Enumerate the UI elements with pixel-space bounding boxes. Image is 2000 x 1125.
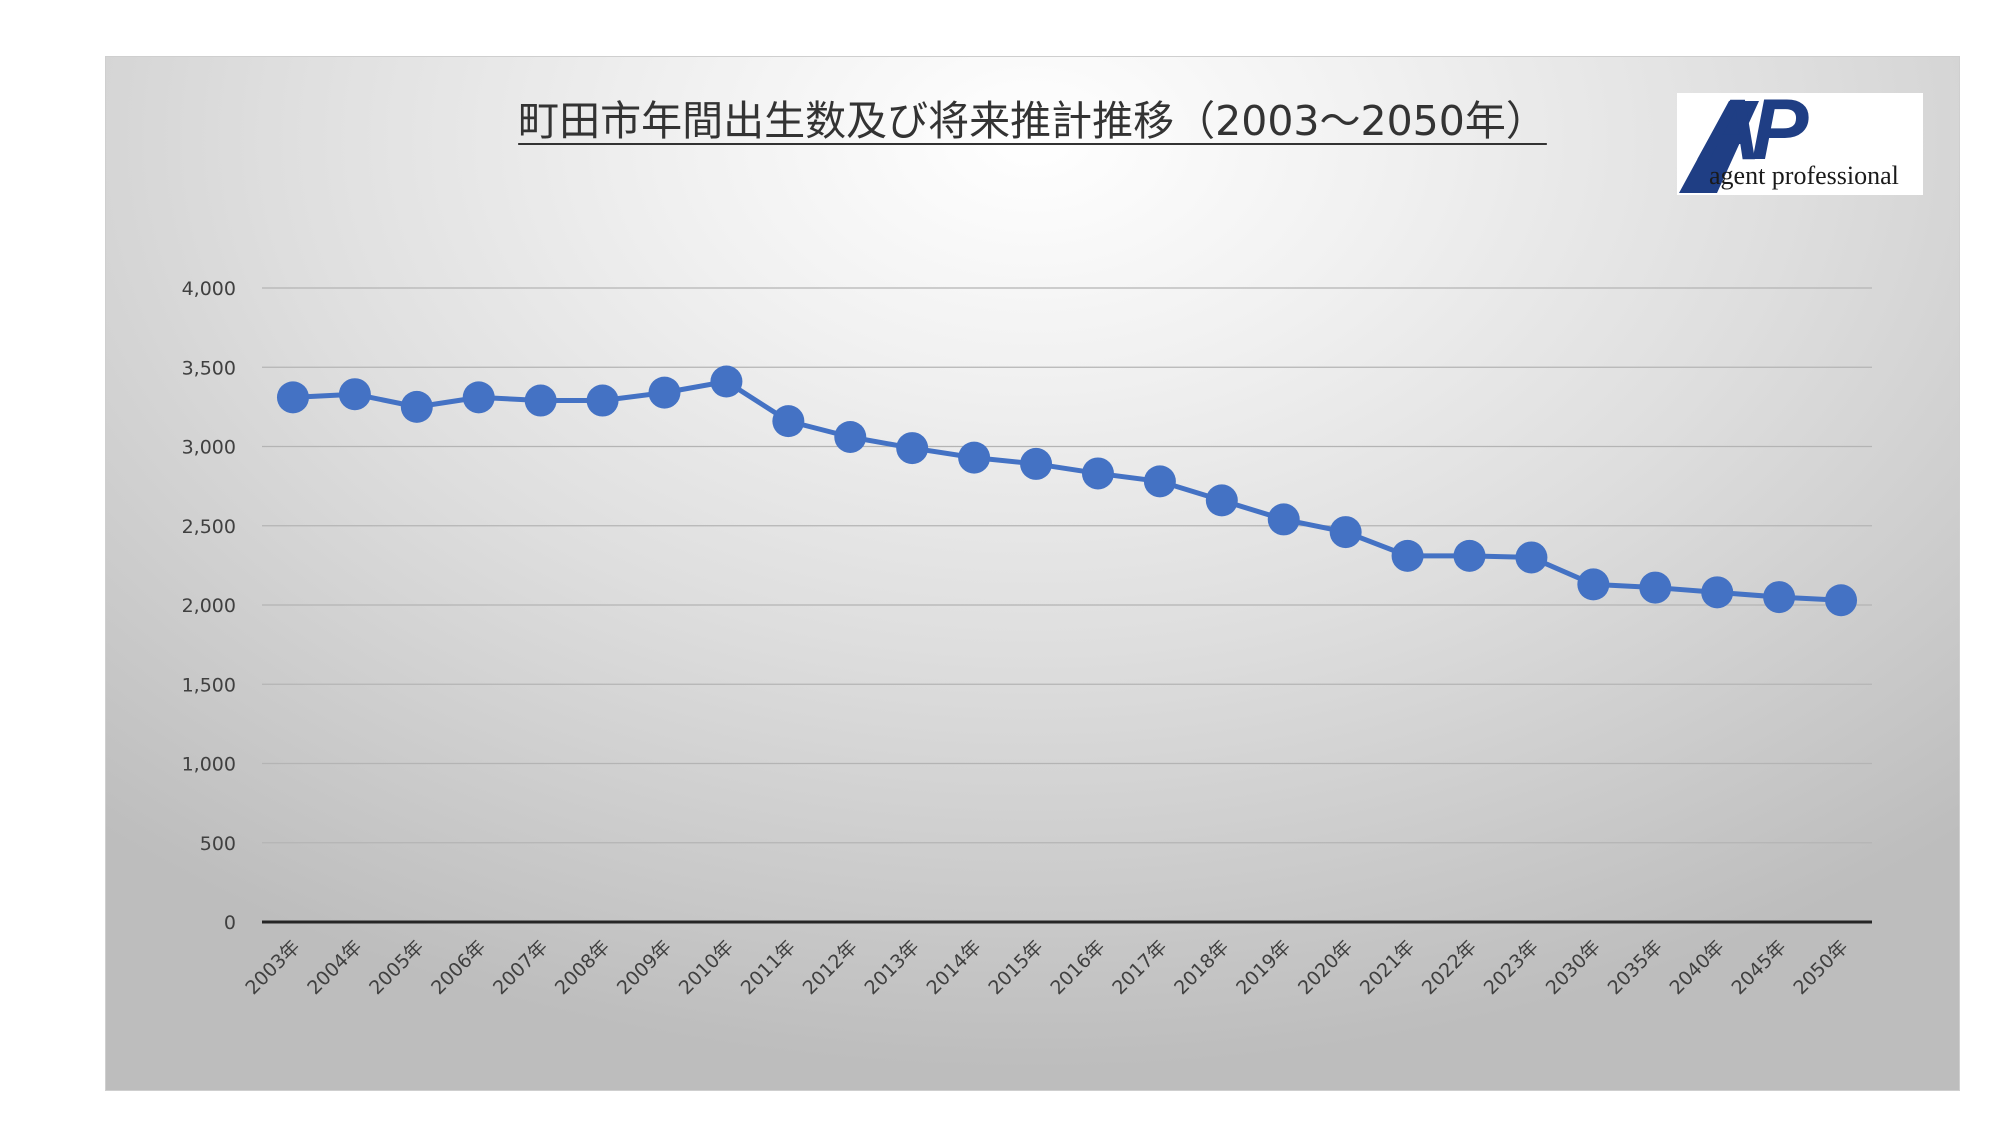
x-tick-label: 2016年 [1046, 936, 1109, 999]
series-line [292, 379, 1842, 603]
x-tick-label: 2050年 [1789, 936, 1852, 999]
x-tick-label: 2008年 [551, 936, 614, 999]
y-tick-label: 2,000 [182, 595, 236, 617]
y-tick-label: 3,500 [182, 357, 236, 379]
x-tick-label: 2045年 [1727, 936, 1790, 999]
x-tick-label: 2040年 [1666, 936, 1729, 999]
data-point [1453, 539, 1486, 572]
x-tick-label: 2007年 [489, 936, 552, 999]
data-point [834, 420, 867, 453]
data-point [648, 376, 681, 409]
data-point [586, 384, 619, 417]
y-tick-label: 3,000 [182, 437, 236, 459]
x-tick-label: 2004年 [303, 936, 366, 999]
y-tick-label: 1,000 [182, 754, 236, 776]
data-point [1391, 539, 1424, 572]
data-point [1763, 581, 1796, 614]
data-point [1515, 541, 1548, 574]
chart-title-text: 町田市年間出生数及び将来推計推移（2003～2050年） [518, 97, 1547, 145]
y-axis-tick-labels: 0 500 1,000 1,500 2,000 2,500 3,000 3,500 4,000 [182, 278, 236, 934]
agent-professional-logo: AP agent professional [1677, 87, 1923, 195]
x-tick-label: 2019年 [1232, 936, 1295, 999]
x-tick-label: 2005年 [365, 936, 428, 999]
x-tick-label: 2017年 [1108, 936, 1171, 999]
x-tick-label: 2013年 [861, 936, 924, 999]
data-point [1081, 457, 1114, 490]
logo-wordmark: agent professional [1709, 161, 1899, 190]
data-point [958, 441, 991, 474]
y-tick-label: 2,500 [182, 516, 236, 538]
data-point [462, 381, 495, 414]
y-tick-label: 1,500 [182, 674, 236, 696]
gridlines [262, 287, 1872, 924]
data-point [1577, 568, 1610, 601]
x-tick-label: 2030年 [1542, 936, 1605, 999]
y-tick-label: 500 [200, 833, 236, 855]
y-tick-label: 0 [224, 912, 236, 934]
data-point [1639, 571, 1672, 604]
x-tick-label: 2022年 [1418, 936, 1481, 999]
x-axis-tick-labels: 2003年2004年2005年2006年2007年2008年2009年2010年… [241, 936, 1852, 999]
x-tick-label: 2012年 [799, 936, 862, 999]
data-point [1701, 576, 1734, 609]
data-point [1267, 503, 1300, 536]
y-tick-label: 4,000 [182, 278, 236, 300]
logo-mark: AP [1699, 82, 1809, 178]
data-point [1143, 465, 1176, 498]
data-point [524, 384, 557, 417]
x-tick-label: 2015年 [984, 936, 1047, 999]
data-point [338, 378, 371, 411]
x-tick-label: 2014年 [922, 936, 985, 999]
x-tick-label: 2011年 [737, 936, 800, 999]
data-point [710, 365, 743, 398]
data-point [276, 381, 309, 414]
data-point [896, 432, 929, 465]
series-layer [276, 365, 1858, 617]
data-point [1020, 447, 1053, 480]
data-point [1825, 584, 1858, 617]
x-tick-label: 2021年 [1356, 936, 1419, 999]
x-tick-label: 2023年 [1480, 936, 1543, 999]
data-point [1329, 516, 1362, 549]
chart-title: 町田市年間出生数及び将来推計推移（2003～2050年） [106, 87, 1959, 147]
x-tick-label: 2018年 [1170, 936, 1233, 999]
x-tick-label: 2003年 [241, 936, 304, 999]
x-tick-label: 2009年 [613, 936, 676, 999]
data-point [400, 390, 433, 423]
x-tick-label: 2020年 [1294, 936, 1357, 999]
data-point [772, 405, 805, 438]
data-point [1205, 484, 1238, 517]
logo-swoosh-icon [1679, 101, 1759, 193]
x-tick-label: 2010年 [675, 936, 738, 999]
x-tick-label: 2035年 [1604, 936, 1667, 999]
x-tick-label: 2006年 [427, 936, 490, 999]
